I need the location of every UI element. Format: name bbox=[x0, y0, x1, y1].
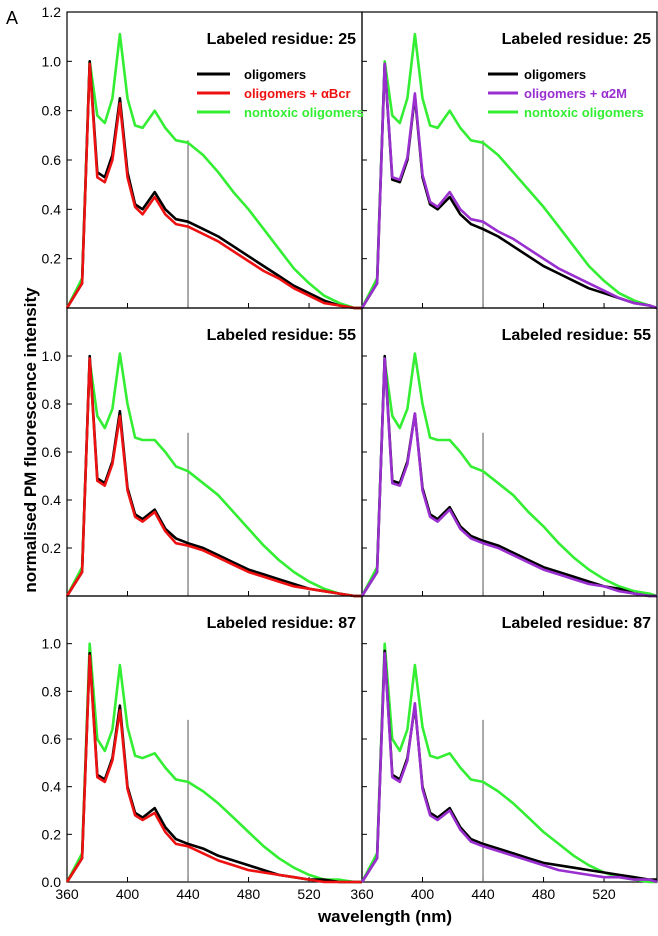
legend-left: oligomers oligomers + αBcr nontoxic olig… bbox=[197, 67, 364, 120]
series-line bbox=[65, 59, 362, 310]
legend-label-oligomers: oligomers bbox=[244, 67, 306, 82]
figure-label: A bbox=[6, 8, 18, 28]
panel-2: Labeled residue: 25 bbox=[360, 11, 658, 310]
y-tick-label: 0.8 bbox=[42, 103, 62, 119]
legend-label-nontoxic: nontoxic oligomers bbox=[524, 105, 644, 120]
panel-title: Labeled residue: 87 bbox=[207, 615, 356, 632]
series-line bbox=[360, 651, 658, 884]
series-line bbox=[65, 357, 362, 598]
y-tick-label: 0.4 bbox=[42, 201, 62, 217]
series-line bbox=[65, 32, 362, 310]
x-tick-label: 360 bbox=[55, 886, 79, 902]
series-line bbox=[65, 642, 362, 884]
legend-label-oligomers: oligomers bbox=[524, 67, 586, 82]
panel-frame bbox=[361, 595, 658, 883]
x-tick-label: 480 bbox=[237, 886, 261, 902]
y-tick-label: 1.0 bbox=[42, 348, 62, 364]
series-line bbox=[360, 357, 657, 598]
panel-frame bbox=[66, 595, 363, 883]
x-tick-label: 360 bbox=[350, 886, 374, 902]
y-tick-label: 0.2 bbox=[42, 540, 62, 556]
panel-title: Labeled residue: 87 bbox=[502, 615, 651, 632]
series-line bbox=[65, 352, 362, 598]
y-tick-label: 1.2 bbox=[42, 4, 62, 20]
y-tick-label: 0.8 bbox=[42, 683, 62, 699]
panel-6: 360 400 440 480 520 Labeled residue: 87 bbox=[350, 595, 658, 902]
panel-title: Labeled residue: 25 bbox=[207, 31, 356, 48]
series-line bbox=[360, 62, 658, 310]
panel-title: Labeled residue: 25 bbox=[502, 31, 651, 48]
y-tick-label: 1.0 bbox=[42, 53, 62, 69]
x-tick-label: 520 bbox=[297, 886, 321, 902]
panel-title: Labeled residue: 55 bbox=[207, 327, 356, 344]
x-tick-label: 520 bbox=[592, 886, 616, 902]
series-line bbox=[360, 32, 658, 310]
series-line bbox=[360, 354, 657, 598]
y-tick-label: 0.2 bbox=[42, 826, 62, 842]
panel-3: 0.2 0.4 0.6 0.8 1.0 Labeled residue: 55 bbox=[42, 307, 363, 598]
legend-label-nontoxic: nontoxic oligomers bbox=[244, 105, 364, 120]
panel-grid: 0.2 0.4 0.6 0.8 1.0 1.2 Labeled residue: 25 Lab… bbox=[42, 4, 658, 902]
panel-4: Labeled residue: 55 bbox=[360, 307, 658, 598]
panel-1: 0.2 0.4 0.6 0.8 1.0 1.2 Labeled residue: 25 bbox=[42, 4, 363, 310]
y-axis-title: normalised PM fluorescence intensity bbox=[21, 287, 40, 593]
x-tick-label: 480 bbox=[532, 886, 556, 902]
panel-5: 0.0 0.2 0.4 0.6 0.8 1.0 360 400 440 480 520 Labeled… bbox=[42, 595, 363, 902]
y-tick-label: 0.6 bbox=[42, 152, 62, 168]
x-tick-label: 440 bbox=[176, 886, 200, 902]
series-line bbox=[65, 62, 362, 310]
series-line bbox=[360, 352, 658, 598]
legend-label-abcr: oligomers + αBcr bbox=[244, 86, 351, 101]
y-tick-label: 0.8 bbox=[42, 396, 62, 412]
y-tick-label: 0.6 bbox=[42, 444, 62, 460]
x-tick-label: 440 bbox=[471, 886, 495, 902]
legend-label-a2m: oligomers + α2M bbox=[524, 86, 627, 101]
y-tick-label: 0.2 bbox=[42, 251, 62, 267]
legend-right: oligomers oligomers + α2M nontoxic oligo… bbox=[488, 67, 644, 120]
y-tick-label: 0.4 bbox=[42, 492, 62, 508]
series-line bbox=[65, 354, 362, 598]
y-tick-label: 0.6 bbox=[42, 731, 62, 747]
x-tick-label: 400 bbox=[116, 886, 140, 902]
series-line bbox=[65, 654, 362, 884]
y-tick-label: 0.0 bbox=[42, 874, 62, 890]
y-tick-label: 0.4 bbox=[42, 779, 62, 795]
x-axis-title: wavelength (nm) bbox=[317, 907, 452, 926]
panel-title: Labeled residue: 55 bbox=[502, 327, 651, 344]
x-tick-label: 400 bbox=[411, 886, 435, 902]
y-tick-label: 1.0 bbox=[42, 636, 62, 652]
